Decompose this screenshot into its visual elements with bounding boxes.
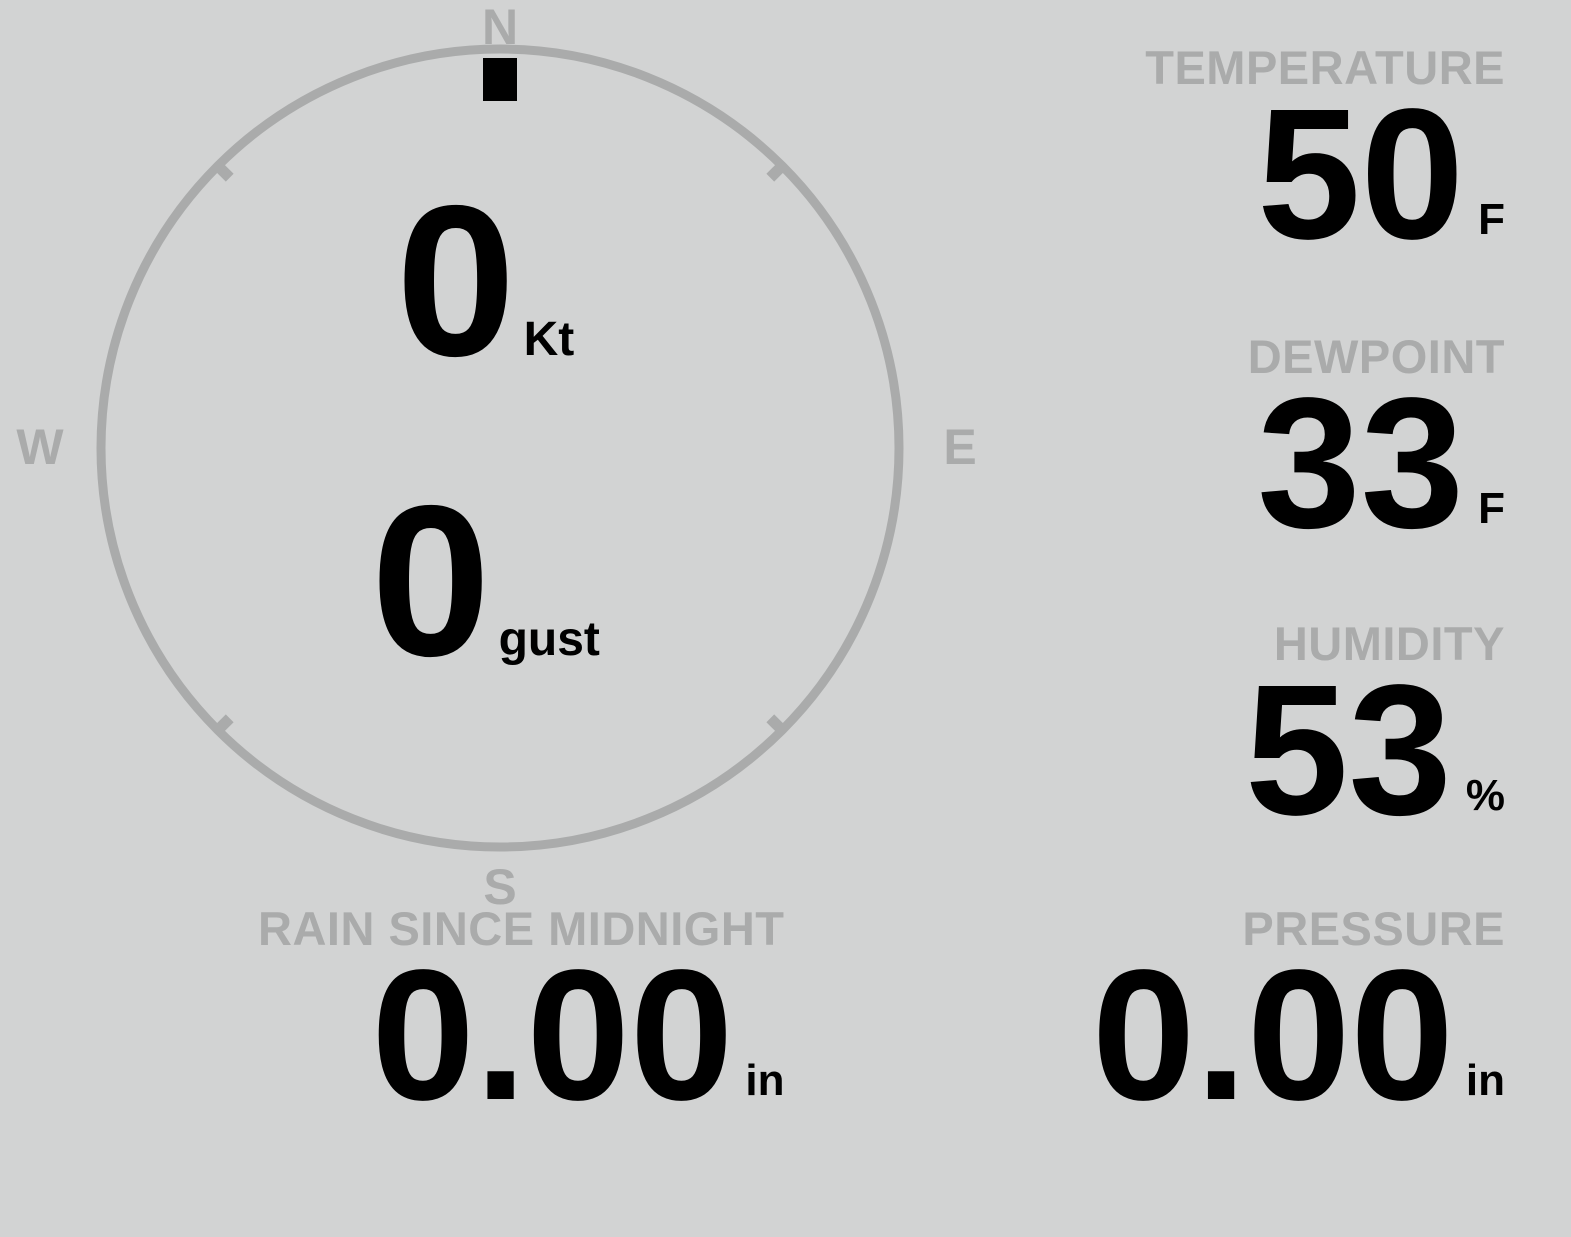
metric-humidity-label: HUMIDITY (1273, 617, 1505, 670)
wind-direction-pointer (483, 58, 517, 101)
metric-rain-unit: in (745, 1056, 785, 1105)
metric-humidity-value: 53 (1244, 647, 1452, 854)
wind-speed-unit: Kt (523, 313, 575, 366)
metric-pressure-row: 0.00 in (1091, 932, 1505, 1139)
compass-tick-45 (766, 161, 787, 182)
wind-gust-unit: gust (498, 613, 600, 666)
metric-dewpoint-value: 33 (1257, 360, 1465, 567)
compass-tick-135 (766, 714, 787, 735)
metric-temperature: TEMPERATURE 50 F (1145, 41, 1505, 278)
metric-rain-since-midnight: RAIN SINCE MIDNIGHT 0.00 in (258, 902, 785, 1139)
metric-humidity-unit: % (1465, 771, 1505, 820)
compass-tick-315 (213, 161, 234, 182)
compass-ring-circle (96, 44, 904, 852)
metric-pressure-unit: in (1465, 1056, 1505, 1105)
compass-tick-225 (213, 714, 234, 735)
metric-humidity-row: 53 % (1244, 647, 1505, 854)
metric-rain-value: 0.00 (371, 932, 734, 1139)
compass-label-west: W (16, 419, 64, 475)
compass-label-east: E (943, 419, 977, 475)
metric-humidity: HUMIDITY 53 % (1244, 617, 1505, 854)
wind-compass-dial: N E S W 0 Kt 0 gust (16, 2, 976, 912)
metric-temperature-label: TEMPERATURE (1145, 41, 1505, 94)
metric-dewpoint-row: 33 F (1248, 360, 1505, 567)
metric-dewpoint-unit: F (1478, 484, 1505, 533)
compass-label-north: N (481, 0, 519, 55)
metric-pressure: PRESSURE 0.00 in (1091, 902, 1505, 1139)
metric-temperature-unit: F (1478, 195, 1505, 244)
wind-gust-value: 0 (371, 460, 491, 701)
metric-temperature-row: 50 F (1145, 71, 1505, 278)
compass-label-south: S (483, 859, 517, 915)
metric-rain-row: 0.00 in (258, 932, 785, 1139)
metric-rain-label: RAIN SINCE MIDNIGHT (258, 902, 785, 955)
metric-dewpoint: DEWPOINT 33 F (1247, 330, 1505, 567)
metric-temperature-value: 50 (1257, 71, 1465, 278)
compass-tick-group (213, 161, 787, 735)
wind-speed-readout: 0 Kt (396, 160, 575, 401)
wind-gust-readout: 0 gust (371, 460, 600, 701)
metric-dewpoint-label: DEWPOINT (1247, 330, 1505, 383)
wind-direction-pointer-block (483, 58, 517, 101)
metric-pressure-label: PRESSURE (1242, 902, 1505, 955)
metric-pressure-value: 0.00 (1091, 932, 1454, 1139)
wind-speed-value: 0 (396, 160, 516, 401)
compass-ring-graphic (96, 44, 904, 852)
